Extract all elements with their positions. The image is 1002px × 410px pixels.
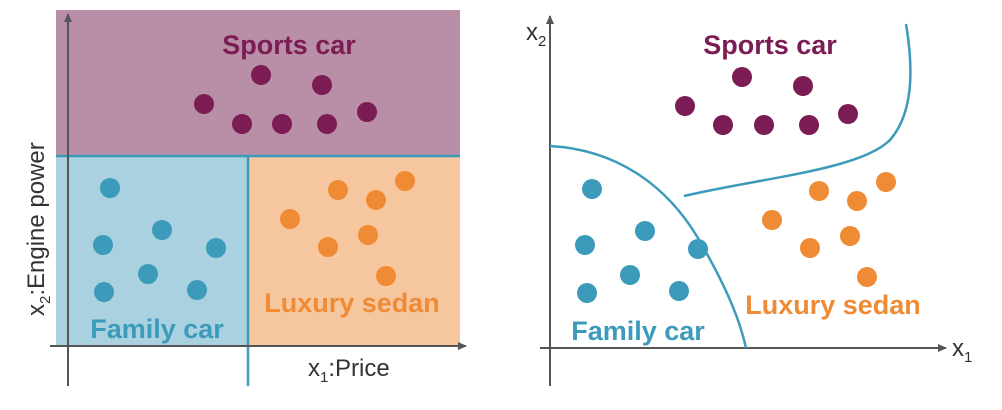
right-luxury-label: Luxury sedan — [745, 290, 921, 320]
sports-point — [251, 65, 271, 85]
luxury-point — [395, 171, 415, 191]
sports-point — [232, 114, 252, 134]
family-point — [152, 220, 172, 240]
sports-point — [317, 114, 337, 134]
family-point — [669, 281, 689, 301]
luxury-point — [376, 266, 396, 286]
luxury-point — [857, 267, 877, 287]
family-point — [100, 178, 120, 198]
family-point — [187, 280, 207, 300]
sports-point — [357, 102, 377, 122]
left-x-axis-label: x1:Price — [308, 355, 390, 386]
sports-point — [272, 114, 292, 134]
right-family-points — [575, 179, 708, 303]
luxury-region — [248, 156, 460, 346]
luxury-point — [847, 191, 867, 211]
family-point — [138, 264, 158, 284]
family-point — [93, 235, 113, 255]
right-x-axis-label: x1 — [952, 335, 972, 366]
left-panel: Sports car Family car Luxury sedan x1:Pr… — [23, 10, 467, 386]
left-y-axis-label: x2:Engine power — [23, 142, 54, 316]
luxury-point — [840, 226, 860, 246]
family-point — [575, 235, 595, 255]
right-sports-label: Sports car — [703, 30, 837, 60]
luxury-point — [318, 237, 338, 257]
luxury-point — [358, 225, 378, 245]
sports-point — [675, 96, 695, 116]
luxury-point — [800, 238, 820, 258]
right-panel: Sports car Family car Luxury sedan x1 x2 — [526, 15, 972, 386]
sports-point — [312, 75, 332, 95]
sports-point — [713, 115, 733, 135]
luxury-point — [762, 210, 782, 230]
luxury-point — [366, 190, 386, 210]
luxury-point — [280, 209, 300, 229]
right-luxury-points — [762, 172, 896, 287]
family-point — [688, 239, 708, 259]
sports-point — [732, 67, 752, 87]
family-point — [206, 238, 226, 258]
left-luxury-label: Luxury sedan — [264, 288, 440, 318]
right-y-axis-label: x2 — [526, 19, 546, 50]
sports-point — [838, 104, 858, 124]
family-point — [620, 265, 640, 285]
family-point — [577, 283, 597, 303]
right-sports-points — [675, 67, 858, 135]
left-family-points — [93, 178, 226, 302]
sports-point — [793, 76, 813, 96]
sports-point — [754, 115, 774, 135]
luxury-point — [876, 172, 896, 192]
family-point — [94, 282, 114, 302]
right-family-label: Family car — [571, 316, 705, 346]
left-sports-label: Sports car — [222, 30, 356, 60]
sports-point — [799, 115, 819, 135]
luxury-point — [328, 180, 348, 200]
sports-point — [194, 94, 214, 114]
left-sports-points — [194, 65, 377, 134]
sports-boundary-curve — [683, 23, 912, 198]
family-boundary-curve — [549, 144, 748, 349]
family-point — [635, 221, 655, 241]
left-luxury-points — [280, 171, 415, 286]
luxury-point — [809, 181, 829, 201]
family-point — [582, 179, 602, 199]
left-family-label: Family car — [90, 314, 224, 344]
